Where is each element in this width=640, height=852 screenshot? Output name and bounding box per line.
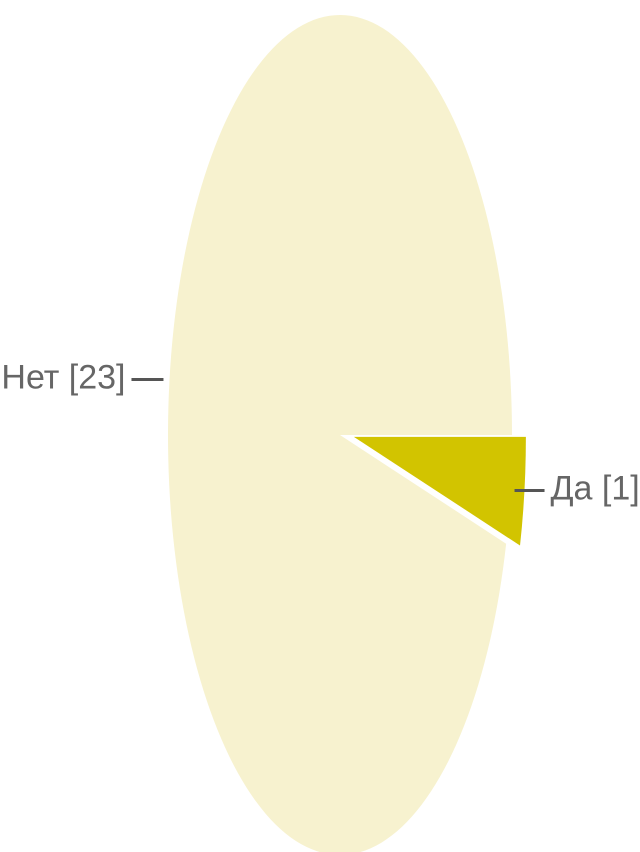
slice-label: Нет [23]	[1, 359, 125, 397]
slice-label: Да [1]	[551, 469, 640, 507]
pie-slice	[168, 15, 512, 852]
pie-slice	[353, 436, 526, 546]
